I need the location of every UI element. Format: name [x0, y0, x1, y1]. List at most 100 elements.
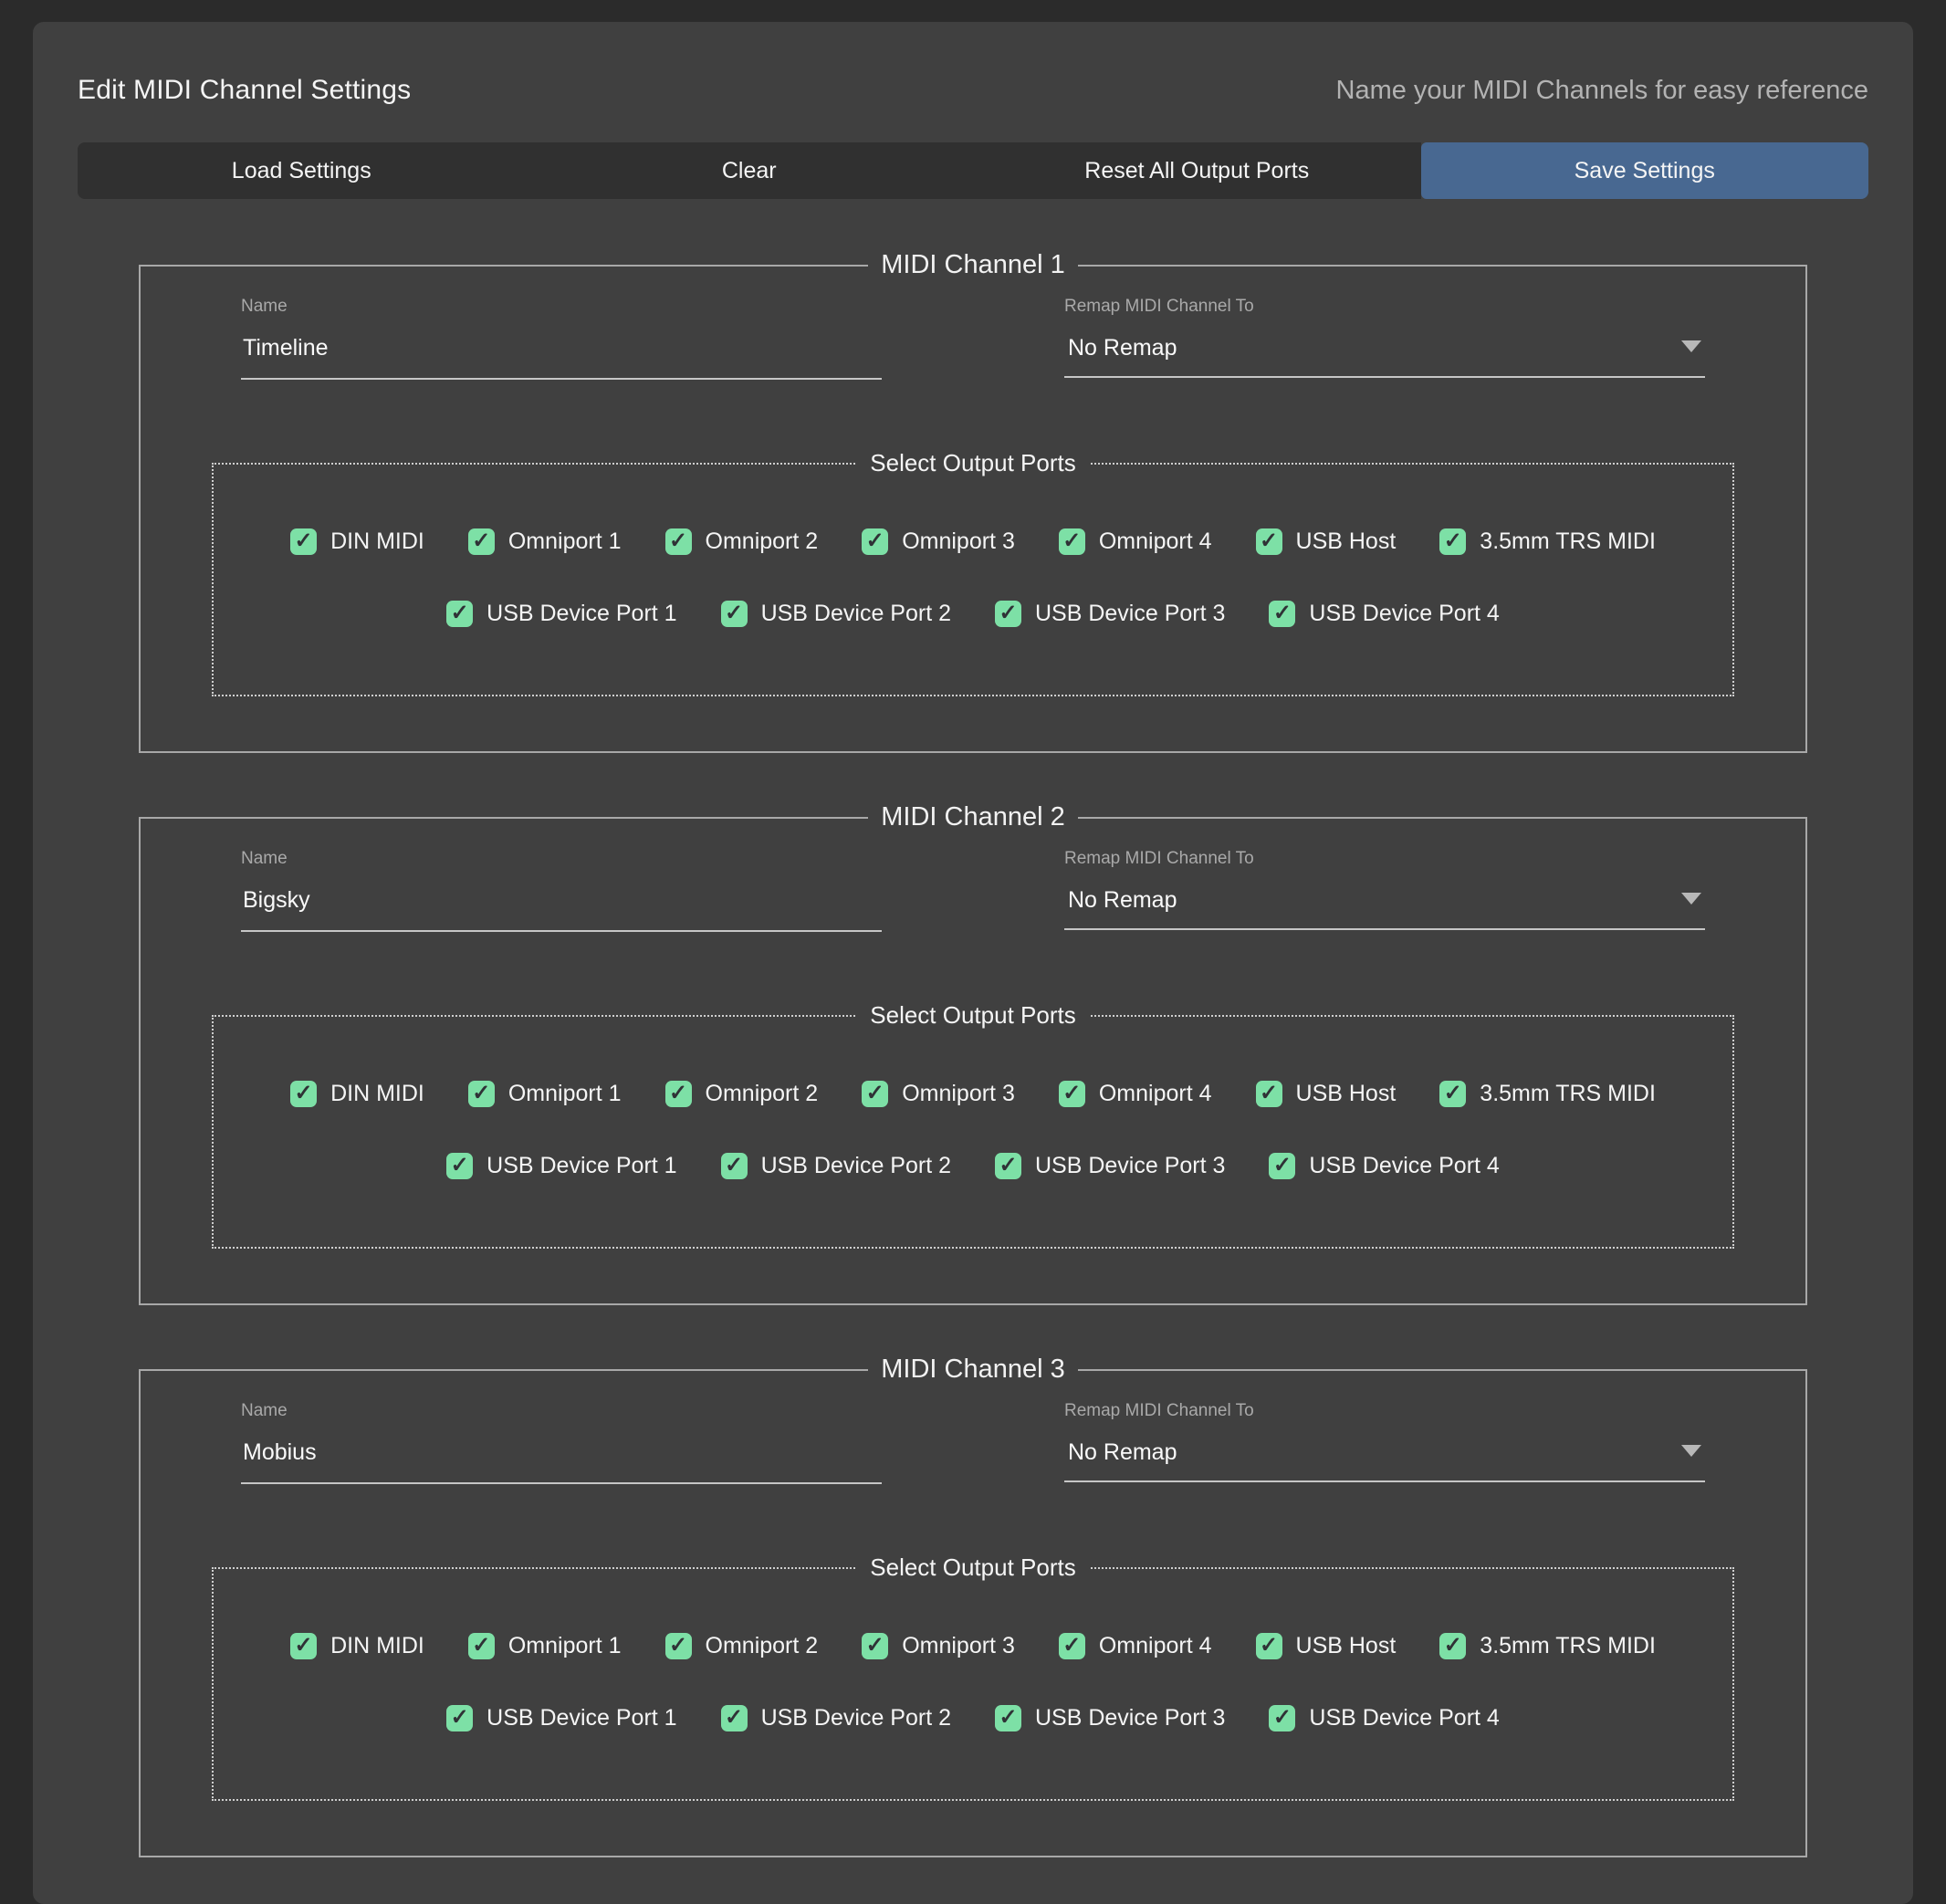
- checkbox-checked-icon[interactable]: ✓: [720, 601, 748, 627]
- remap-field-label: Remap MIDI Channel To: [1064, 849, 1254, 868]
- checkbox-checked-icon[interactable]: ✓: [290, 1081, 318, 1107]
- load-settings-button[interactable]: Load Settings: [78, 142, 526, 199]
- output-port-omniport-3[interactable]: ✓ Omniport 3: [862, 1633, 1015, 1659]
- output-port-usb-device-port-1[interactable]: ✓ USB Device Port 1: [446, 600, 677, 627]
- checkbox-checked-icon[interactable]: ✓: [446, 600, 474, 627]
- checkbox-checked-icon[interactable]: ✓: [290, 528, 318, 555]
- output-port-omniport-2[interactable]: ✓ Omniport 2: [664, 528, 818, 555]
- output-port-usb-device-port-3[interactable]: ✓ USB Device Port 3: [995, 1705, 1225, 1731]
- output-port-label: USB Device Port 3: [1035, 1705, 1226, 1731]
- checkbox-checked-icon[interactable]: ✓: [720, 1704, 748, 1731]
- output-port-omniport-3[interactable]: ✓ Omniport 3: [862, 528, 1015, 555]
- check-icon: ✓: [1062, 1080, 1082, 1105]
- checkbox-checked-icon[interactable]: ✓: [1439, 1081, 1467, 1107]
- output-port-din-midi[interactable]: ✓ DIN MIDI: [290, 1633, 424, 1659]
- chevron-down-icon: [1681, 893, 1701, 905]
- checkbox-checked-icon[interactable]: ✓: [995, 1153, 1021, 1179]
- check-icon: ✓: [725, 1152, 744, 1177]
- checkbox-checked-icon[interactable]: ✓: [995, 601, 1021, 627]
- checkbox-checked-icon[interactable]: ✓: [720, 1152, 748, 1179]
- output-port-omniport-4[interactable]: ✓ Omniport 4: [1058, 528, 1212, 555]
- checkbox-checked-icon[interactable]: ✓: [1269, 1705, 1296, 1731]
- output-port-usb-device-port-4[interactable]: ✓ USB Device Port 4: [1269, 601, 1500, 627]
- output-port-usb-device-port-3[interactable]: ✓ USB Device Port 3: [995, 601, 1225, 627]
- output-port-usb-host[interactable]: ✓ USB Host: [1255, 1633, 1396, 1659]
- page-title: Edit MIDI Channel Settings: [78, 75, 412, 105]
- checkbox-checked-icon[interactable]: ✓: [1058, 1633, 1085, 1659]
- check-icon: ✓: [865, 528, 884, 553]
- output-port-din-midi[interactable]: ✓ DIN MIDI: [290, 528, 424, 555]
- checkbox-checked-icon[interactable]: ✓: [664, 1081, 692, 1107]
- checkbox-checked-icon[interactable]: ✓: [664, 1633, 692, 1659]
- toolbar: Load Settings Clear Reset All Output Por…: [78, 142, 1868, 199]
- checkbox-checked-icon[interactable]: ✓: [1058, 1080, 1085, 1107]
- output-port-omniport-4[interactable]: ✓ Omniport 4: [1058, 1633, 1212, 1659]
- page-subtitle: Name your MIDI Channels for easy referen…: [1335, 76, 1868, 105]
- output-port-omniport-1[interactable]: ✓ Omniport 1: [467, 1081, 622, 1107]
- checkbox-checked-icon[interactable]: ✓: [290, 1633, 318, 1659]
- channel-name-input[interactable]: [241, 331, 882, 380]
- output-ports-row-2: ✓ USB Device Port 1 ✓ USB Device Port 2 ✓ USB…: [228, 1153, 1718, 1179]
- check-icon: ✓: [999, 1152, 1018, 1177]
- output-port-omniport-1[interactable]: ✓ Omniport 1: [467, 1633, 622, 1659]
- checkbox-checked-icon[interactable]: ✓: [1255, 1633, 1282, 1659]
- output-ports-legend: Select Output Ports: [870, 1554, 1076, 1581]
- check-icon: ✓: [1259, 528, 1279, 553]
- check-icon: ✓: [999, 600, 1018, 625]
- clear-button[interactable]: Clear: [525, 142, 973, 199]
- check-icon: ✓: [450, 600, 469, 625]
- checkbox-checked-icon[interactable]: ✓: [467, 1081, 495, 1107]
- checkbox-checked-icon[interactable]: ✓: [995, 1705, 1021, 1731]
- output-port-label: USB Device Port 1: [486, 1153, 677, 1178]
- checkbox-checked-icon[interactable]: ✓: [1439, 528, 1467, 555]
- channel-name-input[interactable]: [241, 884, 882, 932]
- output-port-omniport-2[interactable]: ✓ Omniport 2: [664, 1633, 818, 1659]
- output-port-usb-device-port-1[interactable]: ✓ USB Device Port 1: [446, 1705, 677, 1731]
- output-port-usb-device-port-4[interactable]: ✓ USB Device Port 4: [1269, 1705, 1500, 1731]
- checkbox-checked-icon[interactable]: ✓: [862, 1081, 889, 1107]
- checkbox-checked-icon[interactable]: ✓: [1439, 1633, 1467, 1659]
- reset-all-output-ports-button[interactable]: Reset All Output Ports: [973, 142, 1421, 199]
- output-port-usb-device-port-2[interactable]: ✓ USB Device Port 2: [720, 601, 951, 627]
- checkbox-checked-icon[interactable]: ✓: [1269, 601, 1296, 627]
- checkbox-checked-icon[interactable]: ✓: [862, 528, 889, 555]
- output-port-omniport-3[interactable]: ✓ Omniport 3: [862, 1081, 1015, 1107]
- checkbox-checked-icon[interactable]: ✓: [1255, 1081, 1282, 1107]
- checkbox-checked-icon[interactable]: ✓: [467, 528, 495, 555]
- output-port-usb-device-port-2[interactable]: ✓ USB Device Port 2: [720, 1704, 951, 1731]
- checkbox-checked-icon[interactable]: ✓: [1255, 528, 1282, 555]
- checkbox-checked-icon[interactable]: ✓: [446, 1705, 474, 1731]
- output-port-usb-device-port-1[interactable]: ✓ USB Device Port 1: [446, 1153, 677, 1179]
- channel-legend: MIDI Channel 1: [881, 250, 1065, 279]
- remap-channel-select[interactable]: No Remap: [1064, 1436, 1705, 1482]
- check-icon: ✓: [725, 1704, 744, 1730]
- output-port-label: Omniport 2: [705, 1081, 819, 1106]
- checkbox-checked-icon[interactable]: ✓: [446, 1153, 474, 1179]
- output-port-usb-host[interactable]: ✓ USB Host: [1255, 528, 1396, 555]
- checkbox-checked-icon[interactable]: ✓: [1058, 528, 1085, 555]
- channel-name-input[interactable]: [241, 1436, 882, 1484]
- output-port-usb-host[interactable]: ✓ USB Host: [1255, 1081, 1396, 1107]
- remap-channel-select[interactable]: No Remap: [1064, 884, 1705, 930]
- checkbox-checked-icon[interactable]: ✓: [862, 1633, 889, 1659]
- checkbox-checked-icon[interactable]: ✓: [1269, 1153, 1296, 1179]
- name-field-label: Name: [241, 1401, 288, 1420]
- save-settings-button[interactable]: Save Settings: [1420, 142, 1868, 199]
- output-port-label: Omniport 1: [507, 528, 622, 554]
- checkbox-checked-icon[interactable]: ✓: [664, 528, 692, 555]
- output-port-omniport-1[interactable]: ✓ Omniport 1: [467, 528, 622, 555]
- output-port-omniport-4[interactable]: ✓ Omniport 4: [1058, 1080, 1212, 1107]
- remap-field-label: Remap MIDI Channel To: [1064, 1401, 1254, 1420]
- output-port-3-5mm-trs-midi[interactable]: ✓ 3.5mm TRS MIDI: [1439, 1081, 1656, 1107]
- channel-fields: Name Remap MIDI Channel To No Remap: [141, 1385, 1805, 1484]
- output-port-usb-device-port-2[interactable]: ✓ USB Device Port 2: [720, 1152, 951, 1179]
- output-port-usb-device-port-4[interactable]: ✓ USB Device Port 4: [1269, 1153, 1500, 1179]
- output-ports-row-2: ✓ USB Device Port 1 ✓ USB Device Port 2 ✓ USB…: [228, 601, 1718, 627]
- remap-channel-select[interactable]: No Remap: [1064, 331, 1705, 378]
- output-port-omniport-2[interactable]: ✓ Omniport 2: [664, 1081, 819, 1107]
- output-port-3-5mm-trs-midi[interactable]: ✓ 3.5mm TRS MIDI: [1439, 1633, 1656, 1659]
- output-port-din-midi[interactable]: ✓ DIN MIDI: [290, 1081, 424, 1107]
- checkbox-checked-icon[interactable]: ✓: [467, 1633, 495, 1659]
- output-port-3-5mm-trs-midi[interactable]: ✓ 3.5mm TRS MIDI: [1439, 528, 1656, 555]
- output-port-usb-device-port-3[interactable]: ✓ USB Device Port 3: [995, 1153, 1225, 1179]
